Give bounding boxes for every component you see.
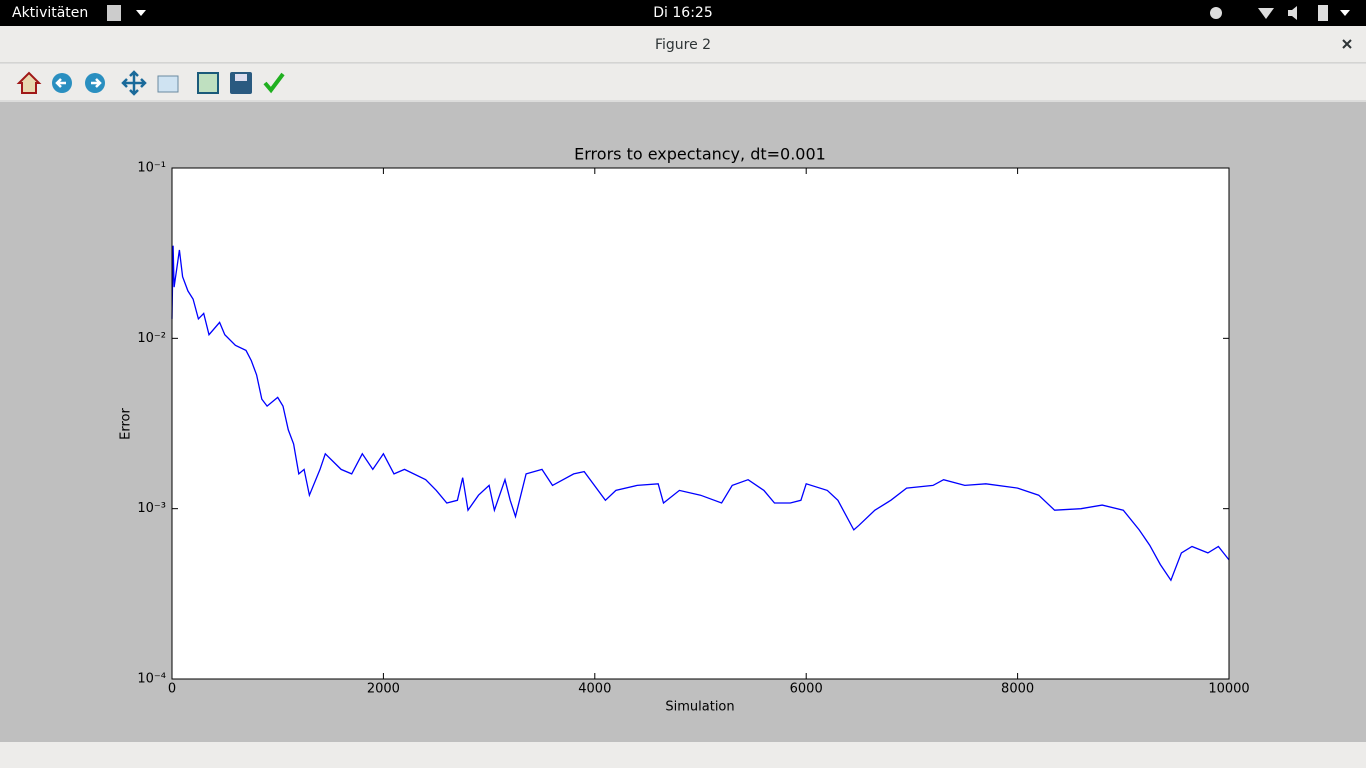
clock[interactable]: Di 16:25 <box>653 5 712 21</box>
y-axis-label: Error <box>119 408 134 440</box>
x-tick-label: 0 <box>168 682 176 697</box>
y-tick-label: 10⁻³ <box>137 501 166 516</box>
y-tick-label: 10⁻² <box>137 331 166 346</box>
app-icon[interactable] <box>107 5 121 21</box>
plot-area <box>172 168 1229 679</box>
subplots-button[interactable] <box>197 72 219 94</box>
x-tick-label: 10000 <box>1208 682 1249 697</box>
x-tick-label: 4000 <box>578 682 611 697</box>
plot <box>171 245 1230 582</box>
status-bar <box>0 742 1366 768</box>
y-tick-label: 10⁻⁴ <box>137 672 166 687</box>
forward-arrow <box>91 78 102 88</box>
save-label <box>235 74 247 81</box>
pan-button[interactable] <box>121 70 147 96</box>
volume-icon[interactable] <box>1288 6 1297 20</box>
title-bar <box>0 26 1366 63</box>
status-icon[interactable] <box>1210 7 1222 19</box>
system-menu-arrow[interactable] <box>1340 10 1350 16</box>
edit-button[interactable] <box>263 72 285 94</box>
zoom-button[interactable] <box>157 75 179 93</box>
app-menu-arrow[interactable] <box>136 10 146 16</box>
data-line <box>171 245 1230 582</box>
x-tick-label: 6000 <box>790 682 823 697</box>
wifi-icon[interactable] <box>1258 8 1274 19</box>
home-button[interactable] <box>16 71 42 94</box>
x-tick-label: 8000 <box>1001 682 1034 697</box>
activities[interactable]: Aktivitäten <box>12 5 88 21</box>
axes-frame <box>171 167 1230 680</box>
window-title: Figure 2 <box>655 37 711 53</box>
y-tick-label: 10⁻¹ <box>137 161 166 176</box>
battery-icon[interactable] <box>1318 5 1328 21</box>
close-button[interactable] <box>1342 39 1352 49</box>
x-tick-label: 2000 <box>367 682 400 697</box>
back-arrow <box>55 78 66 88</box>
x-axis-label: Simulation <box>665 700 734 715</box>
top-bar <box>0 0 1366 26</box>
toolbar <box>0 64 1366 102</box>
chart-title: Errors to expectancy, dt=0.001 <box>574 145 826 164</box>
